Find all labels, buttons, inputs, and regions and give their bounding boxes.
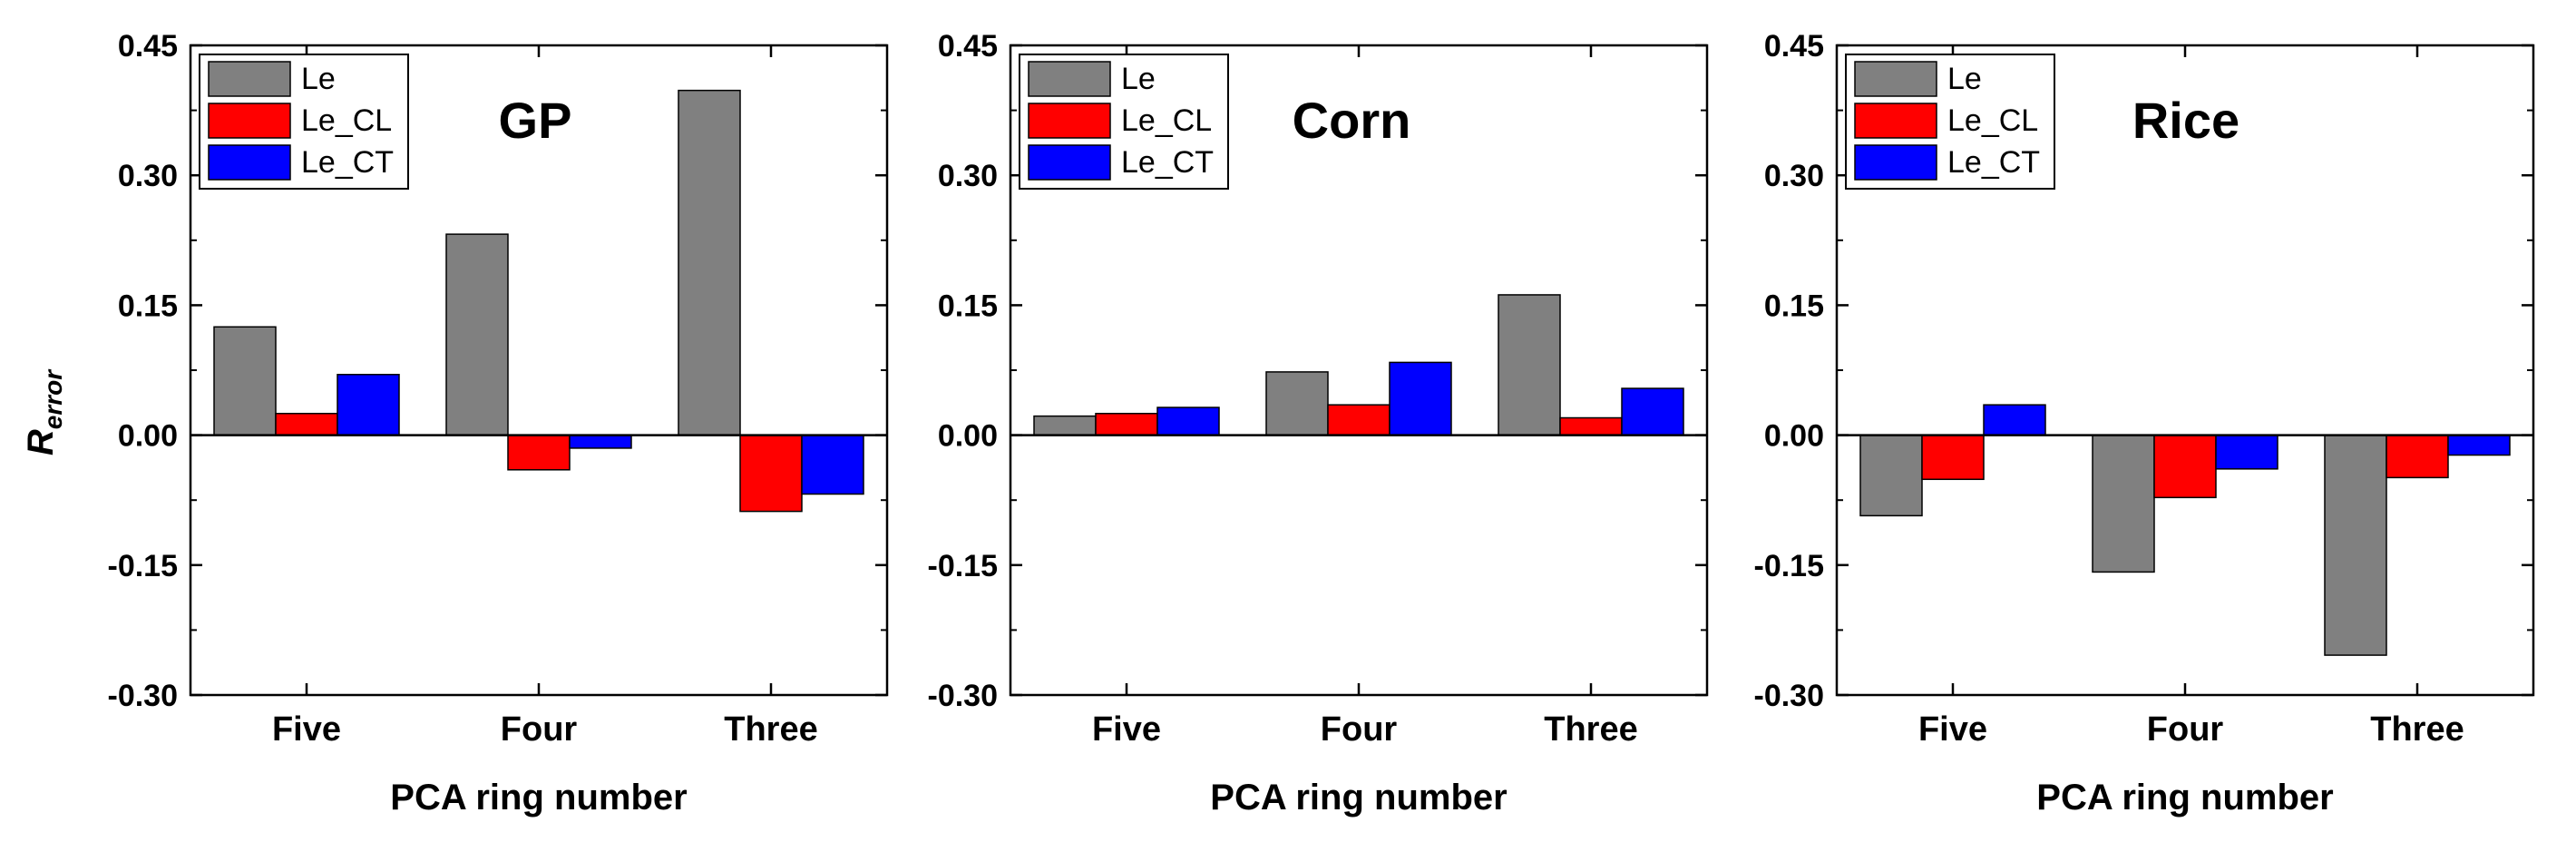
y-tick-label: -0.15 xyxy=(1754,549,1825,583)
y-tick-label: 0.30 xyxy=(1764,159,1824,193)
legend-swatch-le-ct xyxy=(208,144,291,181)
legend: Le Le_CL Le_CT xyxy=(1845,54,2055,190)
legend-label: Le_CT xyxy=(1947,145,2040,180)
x-axis-label: PCA ring number xyxy=(390,778,687,818)
legend-label: Le_CT xyxy=(301,145,394,180)
legend-swatch-le-cl xyxy=(1028,103,1111,139)
bar-le-ct-five xyxy=(1156,406,1220,436)
legend: Le Le_CL Le_CT xyxy=(1019,54,1229,190)
y-tick-label: 0.15 xyxy=(118,289,178,323)
x-tick-label: Five xyxy=(1092,710,1161,749)
y-tick-label: 0.45 xyxy=(938,29,998,64)
y-axis-label-text: Rerror xyxy=(21,368,67,455)
legend-swatch-le-cl xyxy=(1854,103,1937,139)
y-tick-label: 0.30 xyxy=(938,159,998,193)
y-tick-label: 0.30 xyxy=(118,159,178,193)
bar-le-five xyxy=(1859,434,1923,517)
legend-label: Le xyxy=(301,62,336,96)
bar-le-five xyxy=(1033,415,1097,436)
chart-title: Corn xyxy=(1293,92,1411,149)
x-tick-label: Five xyxy=(1918,710,1987,749)
y-tick-label: 0.15 xyxy=(938,289,998,323)
y-tick-label: -0.30 xyxy=(1754,679,1825,713)
bar-le-cl-five xyxy=(1921,434,1985,481)
bar-le-cl-three xyxy=(1559,416,1623,436)
legend: Le Le_CL Le_CT xyxy=(199,54,409,190)
bar-le-four xyxy=(1265,371,1329,436)
bar-le-cl-four xyxy=(2153,434,2217,499)
bar-le-cl-four xyxy=(507,434,571,471)
y-tick-label: 0.45 xyxy=(118,29,178,64)
legend-label: Le_CT xyxy=(1121,145,1214,180)
bar-le-four xyxy=(2092,434,2155,573)
y-tick-label: 0.00 xyxy=(1764,419,1824,454)
bar-le-five xyxy=(213,326,277,436)
x-tick-label: Four xyxy=(1321,710,1398,749)
legend-swatch-le-cl xyxy=(208,103,291,139)
legend-label: Le xyxy=(1947,62,1982,96)
y-tick-label: -0.15 xyxy=(928,549,999,583)
bar-le-cl-three xyxy=(2386,434,2449,479)
bar-le-cl-three xyxy=(739,434,803,513)
y-tick-label: 0.00 xyxy=(938,419,998,454)
x-tick-label: Three xyxy=(2370,710,2464,749)
y-tick-label: -0.15 xyxy=(108,549,179,583)
bar-le-ct-four xyxy=(569,434,632,449)
y-axis-label-subscript: error xyxy=(39,368,67,429)
legend-swatch-le-ct xyxy=(1028,144,1111,181)
bar-le-ct-four xyxy=(1389,361,1452,436)
y-tick-label: -0.30 xyxy=(108,679,179,713)
x-tick-label: Five xyxy=(272,710,341,749)
x-axis-label: PCA ring number xyxy=(1210,778,1507,818)
legend-label: Le_CL xyxy=(301,103,392,138)
chart-panel-gp: -0.30 -0.15 0.00 0.15 0.30 0.45 Five Four Three P… xyxy=(108,29,889,818)
legend-label: Le xyxy=(1121,62,1156,96)
chart-title: GP xyxy=(499,92,572,149)
bar-le-three xyxy=(2324,434,2387,656)
legend-label: Le_CL xyxy=(1121,103,1212,138)
x-axis-label: PCA ring number xyxy=(2036,778,2333,818)
chart-title: Rice xyxy=(2132,92,2239,149)
x-tick-label: Four xyxy=(2147,710,2224,749)
legend-swatch-le xyxy=(208,61,291,97)
bar-le-ct-five xyxy=(337,374,400,436)
bar-le-four xyxy=(445,233,509,436)
bar-le-cl-five xyxy=(275,412,338,436)
bar-le-three xyxy=(1498,294,1561,436)
bar-le-cl-five xyxy=(1095,412,1158,436)
legend-swatch-le-ct xyxy=(1854,144,1937,181)
bar-le-three xyxy=(678,89,741,436)
legend-label: Le_CL xyxy=(1947,103,2038,138)
bar-le-ct-five xyxy=(1983,404,2046,436)
y-tick-label: -0.30 xyxy=(928,679,999,713)
y-axis-label-main: R xyxy=(21,429,61,455)
bar-le-ct-four xyxy=(2215,434,2278,470)
y-tick-label: 0.15 xyxy=(1764,289,1824,323)
x-tick-label: Three xyxy=(1544,710,1637,749)
y-tick-label: 0.45 xyxy=(1764,29,1824,64)
y-tick-label: 0.00 xyxy=(118,419,178,454)
y-axis-label: Rerror xyxy=(21,368,67,455)
bar-le-ct-three xyxy=(1621,387,1684,436)
chart-panel-corn: -0.30 -0.15 0.00 0.15 0.30 0.45 Five Four Three P… xyxy=(928,29,1709,818)
bar-le-ct-three xyxy=(801,434,864,495)
bar-le-ct-three xyxy=(2447,434,2511,456)
x-tick-label: Four xyxy=(501,710,578,749)
chart-panel-rice: -0.30 -0.15 0.00 0.15 0.30 0.45 Five Four Three P… xyxy=(1754,29,2535,818)
x-tick-label: Three xyxy=(724,710,817,749)
bar-le-cl-four xyxy=(1327,404,1390,436)
legend-swatch-le xyxy=(1028,61,1111,97)
legend-swatch-le xyxy=(1854,61,1937,97)
